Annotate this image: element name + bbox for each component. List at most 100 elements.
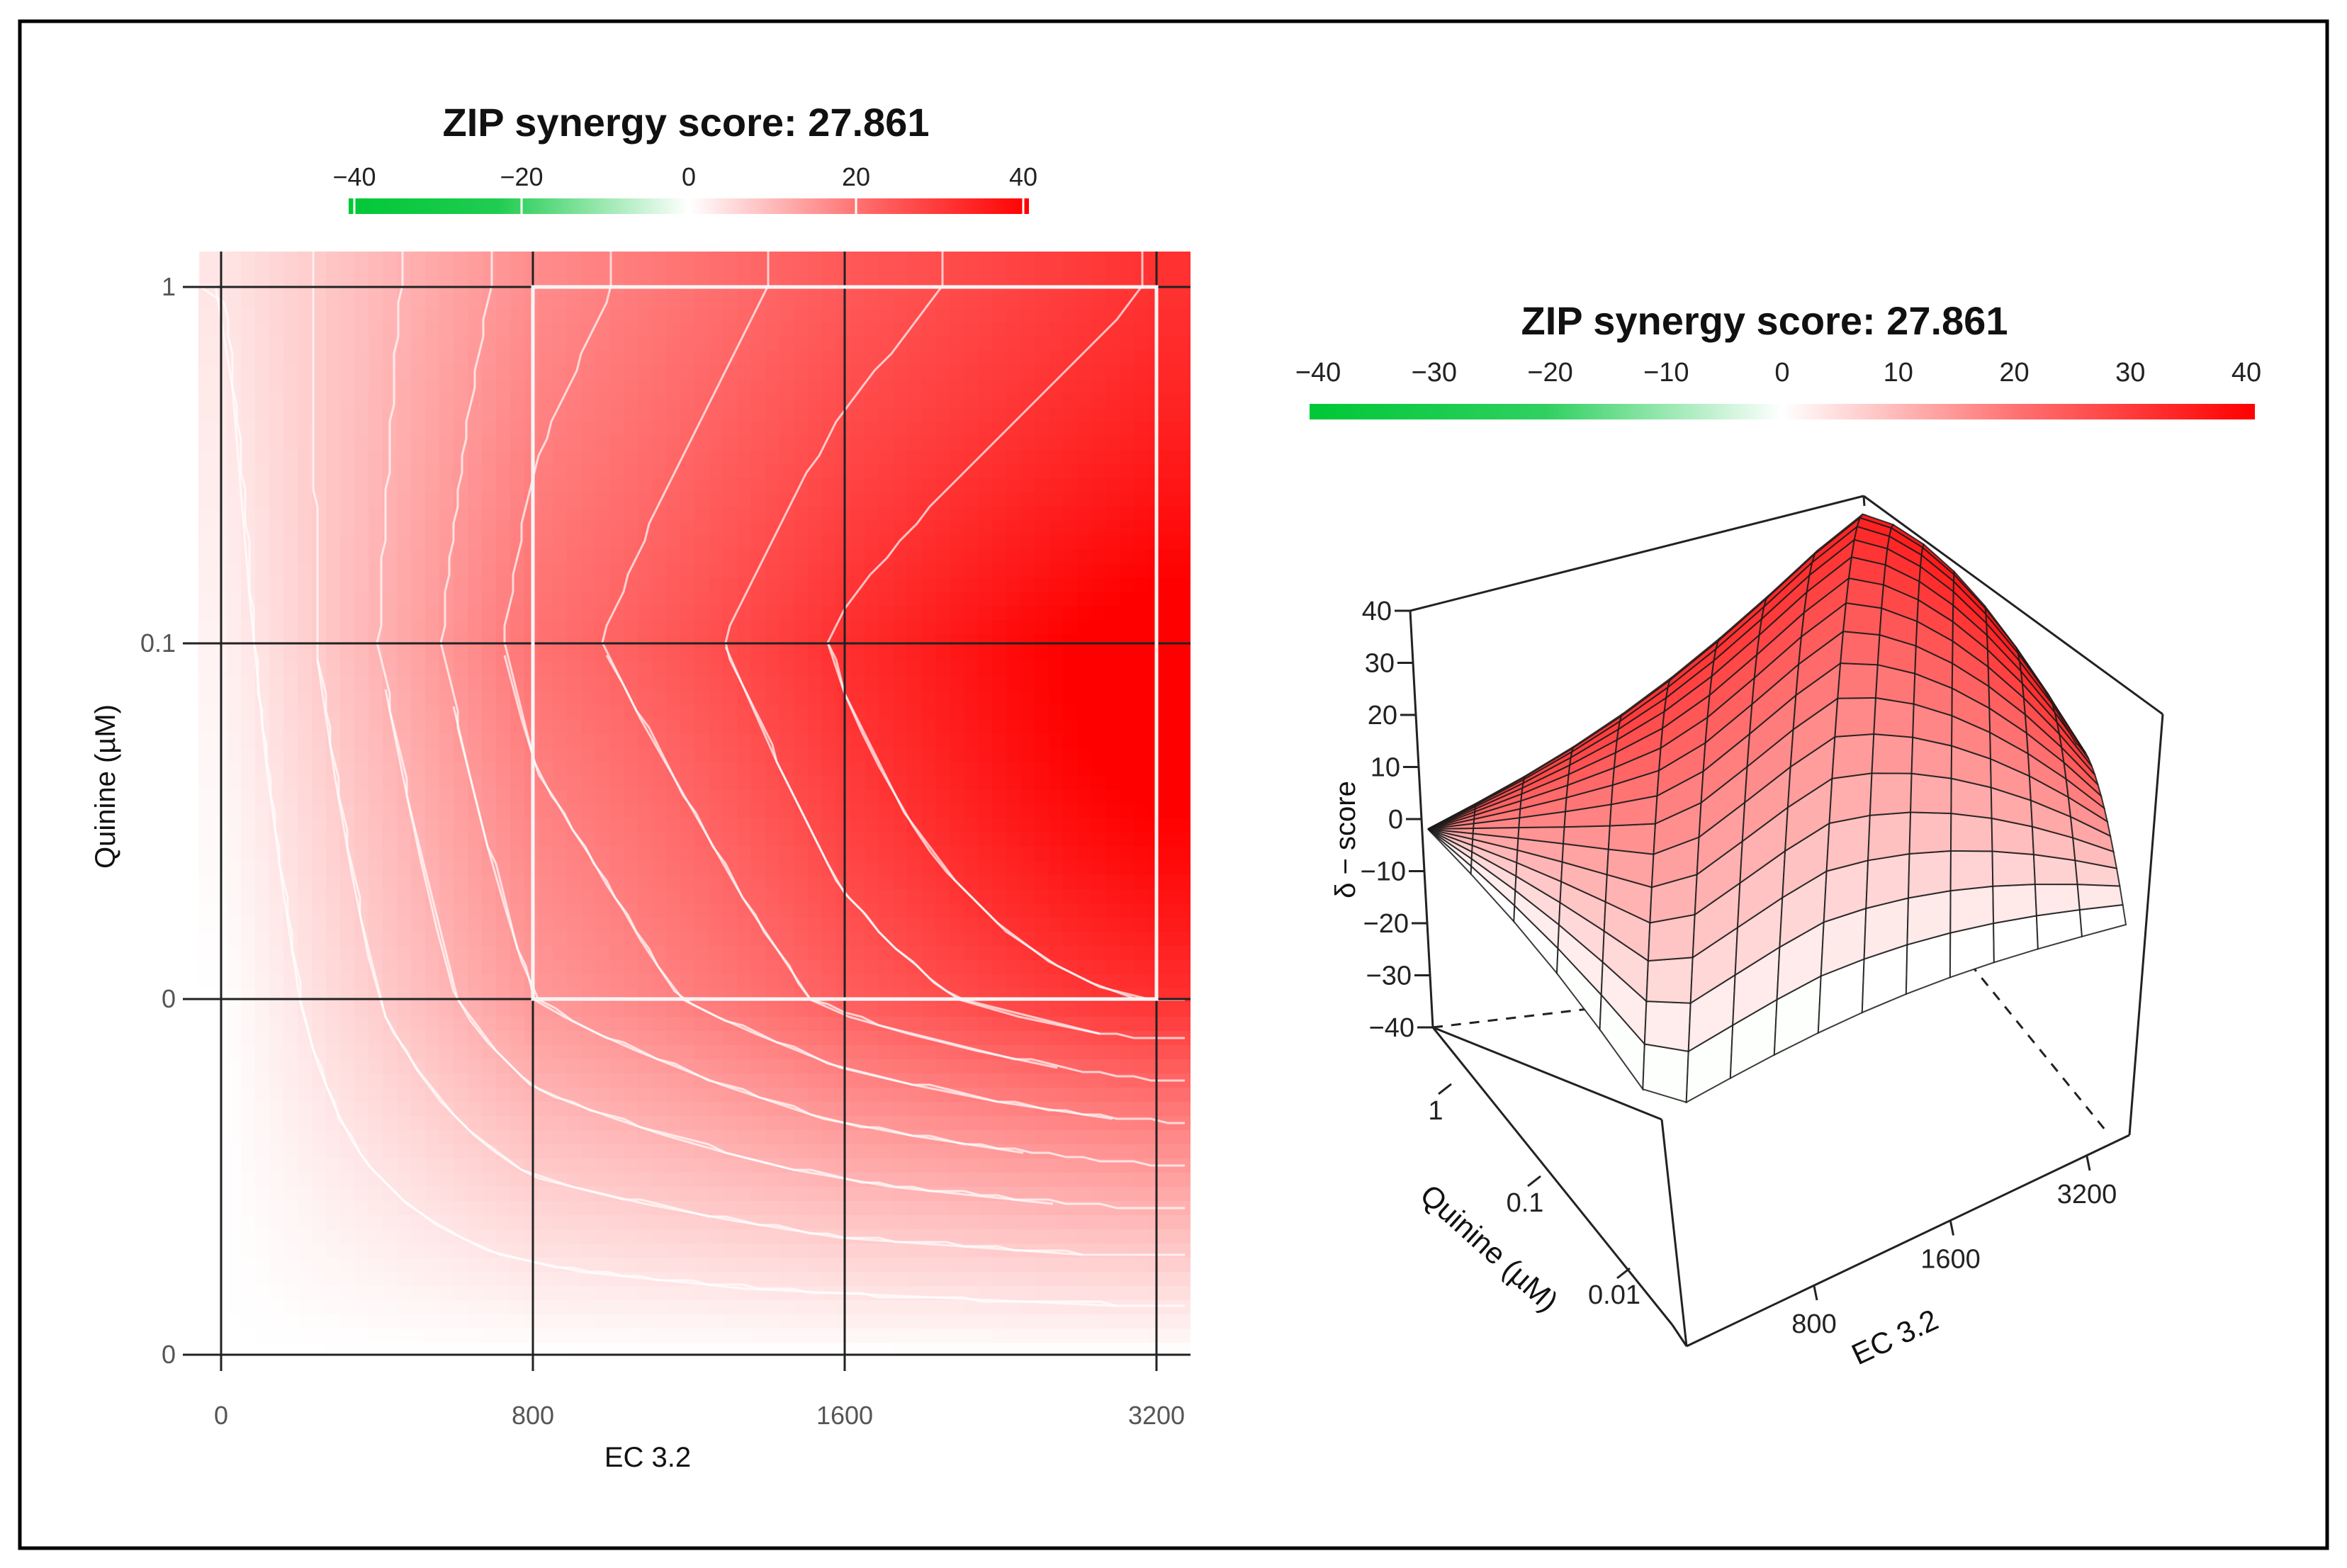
heatmap-cell [411,1116,426,1131]
heatmap-cell [1162,833,1177,847]
heatmap-cell [227,1173,242,1188]
heatmap-cell [751,974,766,989]
heatmap-cell [907,1201,922,1216]
heatmap-cell [397,818,412,833]
heatmap-cell [340,677,355,692]
heatmap-cell [865,294,879,309]
heatmap-cell [652,620,667,635]
heatmap-cell [312,337,327,351]
heatmap-cell [1035,1045,1049,1060]
heatmap-cell [680,464,695,479]
heatmap-cell [567,861,582,876]
heatmap-cell [368,932,383,947]
heatmap-cell [241,1045,256,1060]
heatmap-cell [893,252,908,266]
heatmap-cell [340,1243,355,1258]
heatmap-cell [950,620,964,635]
heatmap-cell [638,1173,653,1188]
heatmap-cell [865,946,879,961]
heatmap-cell [709,521,724,536]
heatmap-cell [1006,1130,1021,1145]
heatmap-cell [439,422,454,436]
heatmap-cell [340,422,355,436]
heatmap-cell [454,932,468,947]
heatmap-cell [921,507,936,521]
heatmap-cell [227,861,242,876]
heatmap-cell [638,804,653,819]
heatmap-cell [1049,776,1064,791]
heatmap-cell [836,818,851,833]
heatmap-cell [1134,308,1149,323]
heatmap-cell [779,889,794,904]
heatmap-cell [383,818,398,833]
heatmap-cell [595,521,610,536]
heatmap-cell [553,535,568,550]
heatmap-cell [595,1130,610,1145]
heatmap-cell [595,577,610,592]
heatmap-cell [694,932,709,947]
heatmap-cell [907,804,922,819]
heatmap-cell [921,1059,936,1074]
heatmap-cell [1120,918,1135,932]
heatmap-cell [581,620,596,635]
heatmap-cell [666,946,681,961]
heatmap-cell [1105,974,1120,989]
heatmap-cell [468,464,483,479]
heatmap-cell [723,1158,738,1173]
heatmap-cell [1176,903,1191,918]
heatmap-cell [1162,478,1177,493]
heatmap-cell [595,535,610,550]
heatmap-cell [850,1215,865,1230]
heatmap-cell [213,889,227,904]
heatmap-cell [425,1201,440,1216]
heatmap-cell [850,266,865,281]
heatmap-cell [992,450,1007,465]
heatmap-cell [539,719,553,734]
heatmap-cell [1162,365,1177,380]
heatmap-cell [241,833,256,847]
heatmap-cell [978,351,993,366]
heatmap-cell [638,450,653,465]
heatmap-cell [879,1144,894,1159]
heatmap-cell [312,988,327,1003]
heatmap-cell [1091,351,1106,366]
heatmap-cell [227,492,242,507]
heatmap-cell [907,266,922,281]
heatmap-cell [652,1173,667,1188]
heatmap-cell [411,1229,426,1244]
heatmap-cell [666,1073,681,1088]
heatmap-cell [652,790,667,805]
heatmap-cell [921,308,936,323]
heatmap-cell [340,492,355,507]
heatmap-cell [411,903,426,918]
heatmap-cell [553,294,568,309]
heatmap-cell [439,748,454,762]
heatmap-cell [822,563,837,578]
heatmap-cell [439,308,454,323]
heatmap-cell [1049,733,1064,748]
heatmap-cell [779,521,794,536]
heatmap-cell [794,705,809,720]
heatmap-cell [964,1102,979,1117]
heatmap-cell [694,563,709,578]
heatmap-cell [680,1144,695,1159]
heatmap-cell [539,351,553,366]
heatmap-cell [411,790,426,805]
heatmap-cell [921,1045,936,1060]
heatmap-cell [964,521,979,536]
heatmap-cell [397,1243,412,1258]
heatmap-cell [709,294,724,309]
heatmap-cell [779,266,794,281]
heatmap-cell [468,492,483,507]
heatmap-cell [1162,1059,1177,1074]
heatmap-cell [1077,1215,1092,1230]
heatmap-cell [1077,606,1092,621]
heatmap-cell [794,1187,809,1202]
heatmap-cell [496,592,511,607]
heatmap-cell [652,1215,667,1230]
heatmap-cell [1020,450,1035,465]
heatmap-cell [709,932,724,947]
heatmap-cell [255,337,270,351]
heatmap-cell [340,889,355,904]
heatmap-cell [340,379,355,394]
